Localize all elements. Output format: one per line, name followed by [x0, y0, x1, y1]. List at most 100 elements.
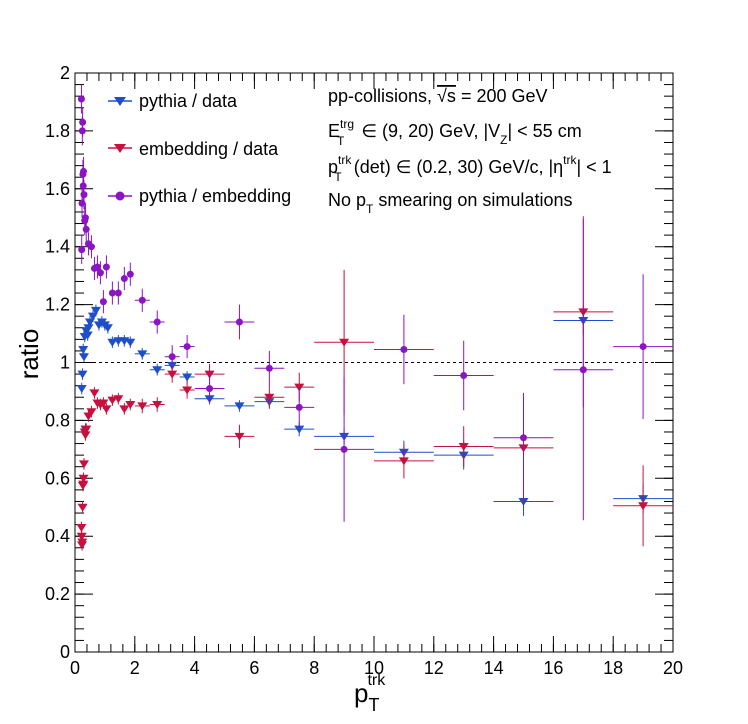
- marker: [80, 431, 91, 440]
- data-point-pythia-embedding: [96, 261, 104, 285]
- annotation-smearing: No pT smearing on simulations: [328, 190, 572, 216]
- data-point-pythia-data: [102, 321, 113, 334]
- marker: [77, 503, 88, 512]
- y-tick-label: 0.2: [45, 584, 70, 604]
- data-point-pythia-data: [224, 400, 255, 412]
- marker: [93, 263, 101, 271]
- data-point-pythia-data: [107, 336, 118, 349]
- marker: [80, 167, 88, 175]
- axis-ticks: 0 2 4 6 8 10 12 14 16 18 20 0 0.2 0.4 0.6 0.8 1 1.2 1.4 1.6…: [45, 63, 683, 678]
- data-point-pythia-data: [78, 350, 89, 363]
- data-point-pythia-data: [149, 363, 165, 376]
- marker: [168, 353, 176, 361]
- x-tick-label: 2: [130, 658, 140, 678]
- data-point-pythia-embedding: [87, 235, 95, 259]
- data-point-pythia-embedding: [126, 262, 134, 286]
- marker: [339, 338, 350, 347]
- data-point-embedding-data: [77, 501, 88, 514]
- marker: [579, 366, 587, 374]
- marker: [79, 118, 87, 126]
- annotation-trigger-energy: Etrg T ∈ (9, 20) GeV, |VZ| < 55 cm: [328, 117, 582, 148]
- marker: [152, 400, 163, 409]
- data-point-pythia-data: [125, 336, 136, 349]
- data-point-pythia-data: [76, 382, 87, 395]
- data-point-embedding-data: [134, 398, 150, 414]
- x-tick-label: 12: [424, 658, 444, 678]
- data-point-pythia-embedding: [82, 214, 90, 244]
- marker: [183, 343, 191, 351]
- marker: [82, 225, 90, 233]
- x-tick-label: 14: [484, 658, 504, 678]
- x-tick-label: 0: [70, 658, 80, 678]
- data-point-embedding-data: [86, 405, 97, 418]
- data-point-pythia-embedding: [194, 374, 225, 404]
- marker: [235, 318, 243, 326]
- annotation-collisions: pp-collisions, √s = 200 GeV: [328, 86, 548, 106]
- marker: [295, 403, 303, 411]
- data-point-pythia-embedding: [224, 304, 255, 340]
- marker: [82, 331, 93, 340]
- annotation-track-momentum: ptrk T (det) ∈ (0.2, 30) GeV/c, |ηtrk| < 1: [328, 153, 612, 184]
- marker: [78, 246, 86, 254]
- data-point-pythia-embedding: [284, 387, 315, 428]
- data-point-embedding-data: [433, 426, 494, 467]
- marker: [108, 289, 116, 297]
- x-axis-title: pTtrk: [354, 672, 386, 715]
- x-axis-title-main: p: [354, 678, 368, 708]
- data-point-embedding-data: [374, 443, 434, 479]
- marker: [265, 364, 273, 372]
- marker: [78, 474, 89, 483]
- marker: [81, 214, 89, 222]
- annotations: pp-collisions, √s = 200 GeV Etrg T ∈ (9, …: [328, 86, 612, 216]
- series-layer: [76, 84, 673, 551]
- marker: [182, 373, 193, 382]
- marker: [101, 405, 112, 414]
- data-point-pythia-data: [82, 329, 93, 341]
- marker: [78, 460, 89, 469]
- marker: [107, 338, 118, 347]
- marker: [182, 386, 193, 395]
- data-point-embedding-data: [77, 536, 88, 548]
- data-point-embedding-data: [125, 398, 136, 411]
- marker: [294, 425, 305, 434]
- marker: [639, 343, 647, 351]
- x-tick-label: 20: [663, 658, 683, 678]
- data-point-pythia-embedding: [493, 394, 554, 482]
- data-point-pythia-embedding: [164, 345, 180, 369]
- legend-marker-embedding-data: [114, 144, 126, 153]
- marker: [400, 345, 408, 353]
- marker: [114, 289, 122, 297]
- data-point-pythia-embedding: [149, 310, 165, 334]
- marker: [96, 269, 104, 277]
- marker: [83, 324, 94, 333]
- marker: [78, 199, 86, 207]
- marker: [76, 532, 87, 541]
- data-point-pythia-embedding: [93, 255, 101, 279]
- y-tick-label: 0: [60, 642, 70, 662]
- marker: [137, 350, 148, 359]
- marker: [77, 538, 88, 547]
- data-point-pythia-embedding: [108, 281, 116, 305]
- data-point-pythia-embedding: [99, 290, 107, 314]
- data-point-pythia-data: [134, 348, 150, 360]
- data-point-pythia-data: [90, 304, 101, 317]
- marker: [99, 298, 107, 306]
- x-tick-label: 4: [190, 658, 200, 678]
- x-tick-label: 16: [543, 658, 563, 678]
- x-tick-label: 8: [309, 658, 319, 678]
- marker: [206, 385, 214, 393]
- marker: [87, 243, 95, 251]
- data-point-embedding-data: [89, 387, 100, 399]
- x-tick-label: 18: [603, 658, 623, 678]
- y-axis-title: ratio: [14, 329, 44, 380]
- data-point-pythia-data: [179, 371, 195, 383]
- marker: [126, 270, 134, 278]
- legend-label-pythia-embedding: pythia / embedding: [139, 186, 291, 206]
- y-tick-label: 2: [60, 63, 70, 83]
- marker: [125, 400, 136, 409]
- data-point-embedding-data: [224, 424, 255, 448]
- marker: [86, 408, 97, 417]
- marker: [89, 389, 100, 398]
- marker: [458, 442, 469, 451]
- marker: [78, 345, 89, 354]
